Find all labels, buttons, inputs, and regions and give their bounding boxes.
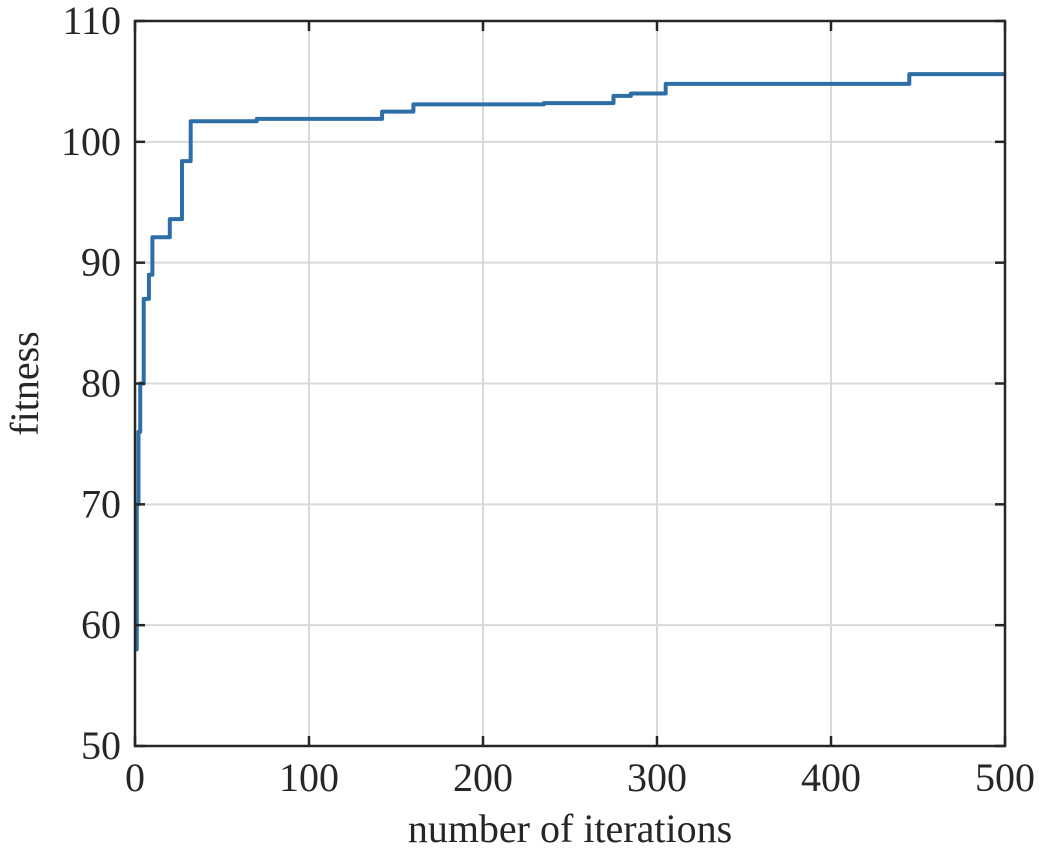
y-tick-label: 110	[62, 0, 121, 43]
y-axis-label: fitness	[2, 331, 47, 435]
grid	[134, 20, 1006, 747]
ticks	[133, 19, 1007, 748]
x-tick-label: 200	[453, 755, 513, 800]
tick-labels: 0 100 200 300 400 500 50 60 70 80 90 100 110	[61, 0, 1035, 800]
series-layer	[134, 72, 1005, 652]
y-tick-label: 70	[81, 481, 121, 526]
y-tick-label: 100	[61, 119, 121, 164]
x-axis-label: number of iterations	[408, 806, 732, 851]
y-tick-label: 90	[81, 240, 121, 285]
y-tick-label: 50	[81, 723, 121, 768]
x-tick-label: 300	[627, 755, 687, 800]
x-tick-label: 400	[801, 755, 861, 800]
y-tick-label: 80	[81, 361, 121, 406]
x-tick-label: 0	[125, 755, 145, 800]
x-tick-label: 500	[975, 755, 1035, 800]
x-tick-label: 100	[279, 755, 339, 800]
fitness-series-line	[134, 72, 1005, 652]
y-tick-label: 60	[81, 602, 121, 647]
